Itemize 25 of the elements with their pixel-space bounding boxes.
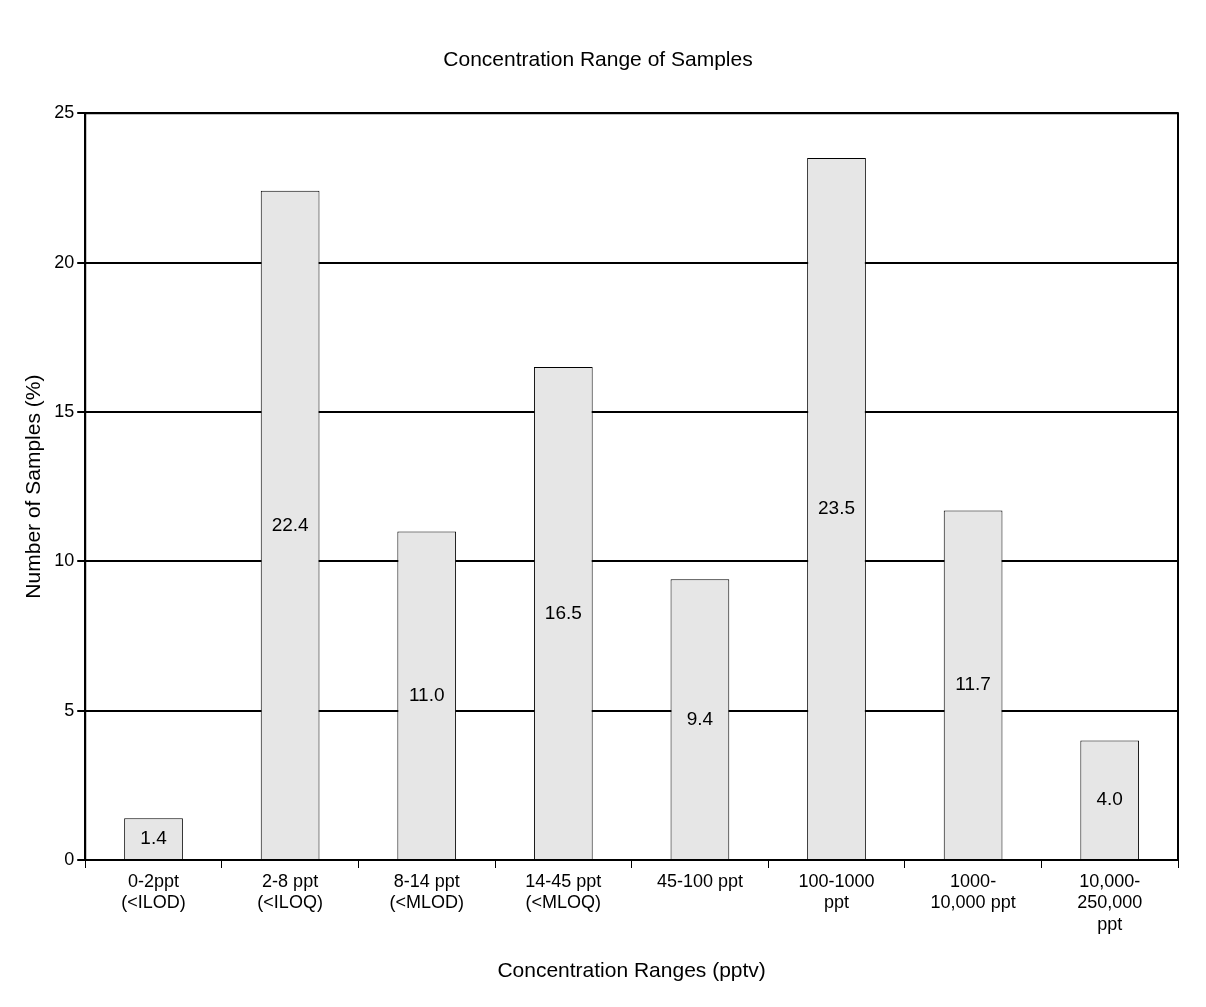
data-label: 11.7 — [955, 673, 991, 695]
data-label: 9.4 — [686, 707, 714, 729]
y-tick-label: 0 — [64, 848, 75, 869]
y-axis-title: Number of Samples (%) — [21, 374, 45, 599]
x-tick-label: 100-1000 ppt — [798, 870, 875, 913]
data-label: 22.4 — [271, 513, 310, 535]
y-tick-label: 25 — [54, 102, 75, 123]
x-tick-label: 14-45 ppt (<MLOQ) — [525, 870, 602, 913]
x-tick-label: 8-14 ppt (<MLOD) — [389, 870, 464, 913]
x-tick-label: 10,000- 250,000 ppt — [1077, 870, 1143, 934]
data-label: 4.0 — [1096, 788, 1123, 810]
x-tick-label: 1000- 10,000 ppt — [930, 870, 1016, 913]
y-tick-label: 5 — [64, 699, 75, 720]
x-tick-label: 0-2ppt (<ILOD) — [121, 870, 186, 913]
y-tick-label: 15 — [54, 400, 75, 421]
data-label: 11.0 — [408, 683, 445, 705]
data-label: 1.4 — [140, 827, 168, 849]
x-tick-label: 45-100 ppt — [656, 870, 743, 891]
data-label: 16.5 — [544, 601, 582, 623]
x-axis-title: Concentration Ranges (pptv) — [497, 958, 766, 982]
y-tick-label: 10 — [54, 550, 75, 571]
data-label: 23.5 — [818, 497, 855, 519]
x-tick-label: 2-8 ppt (<ILOQ) — [257, 870, 323, 913]
chart-title: Concentration Range of Samples — [443, 47, 753, 71]
y-tick-label: 20 — [54, 251, 75, 272]
